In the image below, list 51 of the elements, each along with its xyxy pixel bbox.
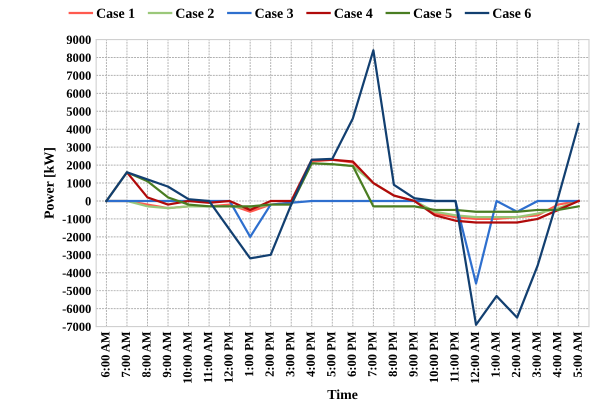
y-tick-label: -3000 <box>62 250 91 260</box>
y-tick-label: -4000 <box>62 268 91 278</box>
x-tick-label: 8:00 AM <box>142 332 151 378</box>
x-tick-label: 9:00 AM <box>162 332 172 378</box>
x-tick-label: 2:00 PM <box>265 332 274 376</box>
x-tick-label: 1:00 PM <box>244 332 254 376</box>
y-tick-label: 5000 <box>66 107 91 116</box>
x-tick-label: 1:00 AM <box>491 332 500 377</box>
x-tick-label: 6:00 PM <box>348 332 356 376</box>
y-tick-label: 8000 <box>66 53 91 62</box>
y-tick-label: 7000 <box>67 71 91 80</box>
x-axis-title: Time <box>327 389 358 400</box>
y-tick-label: 2000 <box>66 161 91 170</box>
x-tick-label: 8:00 PM <box>388 332 398 376</box>
x-tick-label: 10:00 PM <box>430 332 438 382</box>
legend-label: Case 1 <box>96 8 134 18</box>
y-tick-label: 6000 <box>66 89 91 98</box>
y-tick-label: 9000 <box>66 36 91 44</box>
x-tick-label: 3:00 AM <box>532 332 541 378</box>
x-tick-label: 11:00 PM <box>450 332 459 382</box>
x-tick-label: 4:00 AM <box>552 332 562 378</box>
y-tick-label: -5000 <box>62 286 91 296</box>
y-axis-title: Power [kW] <box>44 148 56 219</box>
y-tick-label: 1000 <box>67 179 91 188</box>
legend-label: Case 6 <box>492 8 531 18</box>
x-tick-label: 11:00 AM <box>204 332 212 382</box>
y-tick-label: -1000 <box>62 214 91 224</box>
x-tick-label: 3:00 PM <box>286 332 294 376</box>
y-tick-label: -6000 <box>62 304 91 314</box>
x-tick-label: 7:00 PM <box>368 332 377 376</box>
y-tick-label: -2000 <box>62 232 91 242</box>
line-series <box>105 200 580 285</box>
legend-label: Case 5 <box>414 8 452 18</box>
x-tick-label: 5:00 PM <box>326 332 336 376</box>
x-tick-label: 7:00 AM <box>122 332 130 377</box>
y-tick-label: 4000 <box>66 125 91 134</box>
x-tick-label: 6:00 AM <box>101 332 110 378</box>
y-tick-label: -7000 <box>62 322 91 332</box>
legend-label: Case 2 <box>176 8 214 18</box>
x-tick-label: 10:00 AM <box>183 332 192 383</box>
x-tick-label: 4:00 PM <box>306 332 315 377</box>
x-tick-label: 2:00 AM <box>512 332 520 378</box>
x-tick-label: 5:00 AM <box>573 332 582 378</box>
x-tick-label: 12:00 AM <box>470 332 480 383</box>
legend-label: Case 4 <box>334 8 373 18</box>
x-tick-label: 12:00 PM <box>224 332 233 382</box>
x-tick-label: 9:00 PM <box>409 332 418 377</box>
y-tick-label: 3000 <box>66 143 91 152</box>
y-tick-label: 0 <box>86 197 91 206</box>
line-series <box>105 49 580 326</box>
legend-label: Case 3 <box>255 8 294 18</box>
